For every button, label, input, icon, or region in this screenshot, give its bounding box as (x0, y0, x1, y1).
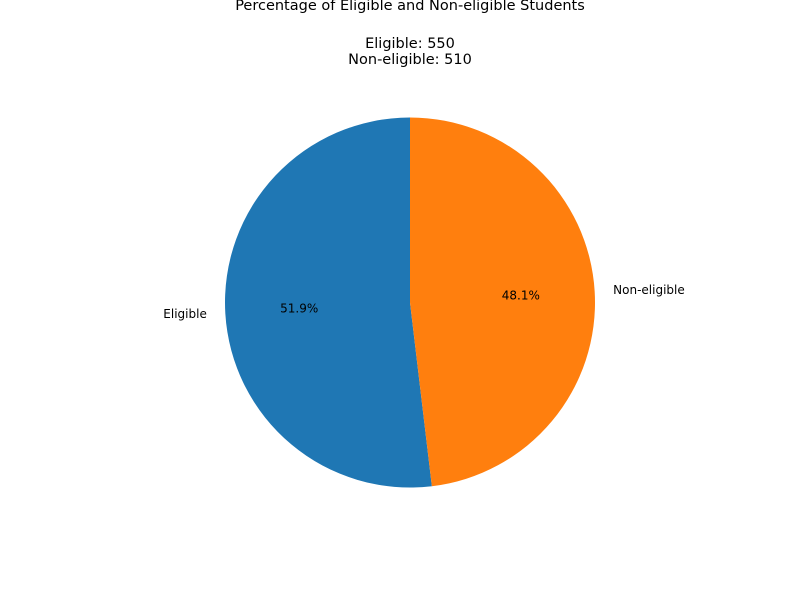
chart-subtitle-line-2: Non-eligible: 510 (348, 52, 472, 68)
pie-labels: Eligible 51.9% Non-eligible 48.1% (163, 283, 684, 321)
pie-slice-non-eligible (410, 117, 596, 487)
chart-subtitle-line-1: Eligible: 550 (365, 36, 455, 52)
pie-slice-eligible (225, 117, 432, 488)
slice-label-non-eligible: Non-eligible (613, 283, 685, 297)
slice-percent-non-eligible: 48.1% (502, 288, 540, 302)
pie-slices (225, 117, 596, 488)
chart-title: Percentage of Eligible and Non-eligible … (235, 0, 585, 14)
slice-label-eligible: Eligible (163, 307, 207, 321)
slice-percent-eligible: 51.9% (280, 302, 318, 316)
